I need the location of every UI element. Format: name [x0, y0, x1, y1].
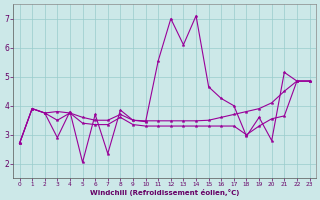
X-axis label: Windchill (Refroidissement éolien,°C): Windchill (Refroidissement éolien,°C) [90, 189, 239, 196]
